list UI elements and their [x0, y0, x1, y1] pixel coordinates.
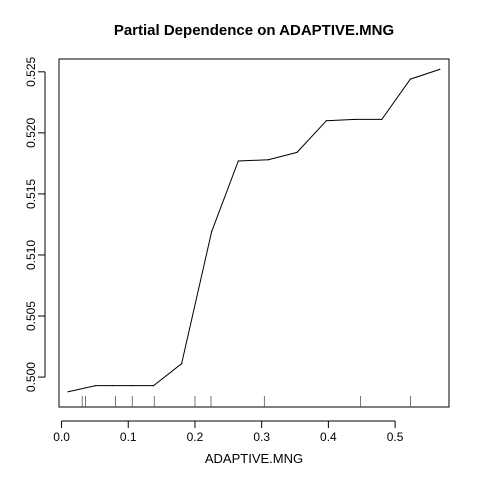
- rug-marks: [81, 396, 411, 407]
- y-tick-label: 0.505: [24, 301, 38, 331]
- data-point: [296, 151, 298, 154]
- data-point: [381, 118, 383, 121]
- x-tick-label: 0.3: [253, 430, 270, 444]
- data-point: [409, 78, 412, 80]
- data-point: [131, 385, 133, 387]
- data-point: [67, 391, 69, 393]
- data-point: [181, 363, 183, 365]
- y-tick-label: 0.525: [24, 56, 38, 86]
- data-point: [237, 160, 239, 162]
- series-group: [67, 68, 441, 393]
- data-point: [211, 231, 213, 233]
- data-point: [354, 118, 356, 121]
- x-axis: 0.0 0.1 0.2 0.3 0.4 0.5: [53, 420, 404, 444]
- data-point: [267, 159, 269, 161]
- data-point: [439, 68, 441, 70]
- y-tick-label: 0.520: [24, 118, 38, 148]
- x-tick-label: 0.0: [53, 430, 70, 444]
- x-tick-label: 0.4: [320, 430, 337, 444]
- x-tick-label: 0.5: [387, 430, 404, 444]
- y-axis: 0.500 0.505 0.510 0.515 0.520 0.525: [24, 56, 46, 392]
- x-tick-label: 0.2: [187, 430, 204, 444]
- chart-title: Partial Dependence on ADAPTIVE.MNG: [114, 22, 394, 39]
- data-point: [325, 120, 327, 122]
- y-tick-label: 0.500: [24, 362, 38, 392]
- plot-frame: [58, 58, 450, 408]
- series-line: [68, 68, 440, 393]
- data-point: [152, 385, 155, 387]
- x-axis-label: ADAPTIVE.MNG: [205, 451, 303, 466]
- y-tick-label: 0.515: [24, 179, 38, 209]
- data-point: [111, 385, 113, 387]
- data-point: [94, 385, 97, 387]
- x-tick-label: 0.1: [120, 430, 137, 444]
- y-tick-label: 0.510: [24, 240, 38, 270]
